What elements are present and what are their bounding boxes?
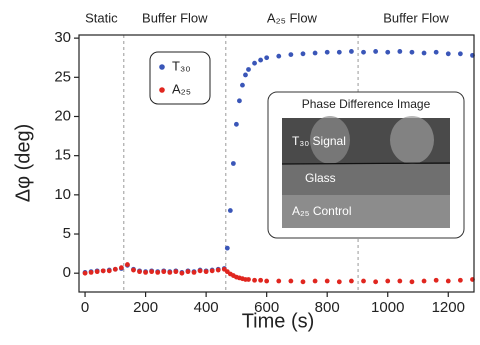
data-point [89,270,94,275]
data-point [149,269,154,274]
data-point [252,278,257,283]
legend-label: A₂₅ [172,81,191,96]
y-tick-label: 0 [63,264,71,281]
y-axis-label: Δφ (deg) [12,124,34,203]
data-point [264,55,269,60]
inset-image-spot [390,116,434,164]
data-point [373,279,378,284]
data-point [337,279,342,284]
data-point [313,51,318,56]
data-point [410,279,415,284]
data-point [446,279,451,284]
data-point [231,161,236,166]
data-point [385,279,390,284]
phase-label: Static [85,10,118,25]
data-point [228,208,233,213]
data-point [373,49,378,54]
y-tick-label: 30 [54,29,71,46]
data-point [264,279,269,284]
data-point [422,51,427,56]
y-tick-label: 15 [54,147,71,164]
phase-label: Buffer Flow [142,10,208,25]
data-point [313,279,318,284]
data-point [434,278,439,283]
data-point [204,269,209,274]
x-tick-label: 0 [81,299,89,316]
data-point [192,270,197,275]
data-point [458,278,463,283]
y-tick-label: 10 [54,186,71,203]
data-point [446,51,451,56]
data-point [361,279,366,284]
data-point [246,67,251,72]
data-point [125,262,130,267]
data-point [288,279,293,284]
data-point [258,58,263,63]
data-point [337,50,342,55]
data-point [276,279,281,284]
data-point [301,279,306,284]
data-point [101,268,106,273]
data-point [119,265,124,270]
data-point [246,277,251,282]
inset-label: A₂₅ Control [292,204,352,218]
y-tick-label: 20 [54,107,71,124]
x-tick-label: 1200 [432,299,465,316]
data-point [210,268,215,273]
x-tick-label: 200 [133,299,158,316]
x-tick-label: 600 [254,299,279,316]
x-tick-label: 1000 [371,299,404,316]
phase-label: A₂₅ Flow [267,10,318,25]
data-point [397,49,402,54]
data-point [325,50,330,55]
data-point [288,52,293,57]
data-point [167,270,172,275]
data-point [234,122,239,127]
data-point [301,51,306,56]
data-point [83,271,88,276]
inset-label: Glass [305,171,336,185]
data-point [107,268,112,273]
data-point [258,278,263,283]
data-point [237,98,242,103]
legend-marker [159,87,165,93]
inset-title: Phase Difference Image [302,97,431,111]
data-point [397,279,402,284]
data-point [361,50,366,55]
data-point [325,279,330,284]
data-point [385,50,390,55]
y-tick-label: 5 [63,225,71,242]
data-point [198,268,203,273]
data-point [458,51,463,56]
x-tick-label: 800 [315,299,340,316]
inset-label: T₃₀ Signal [292,134,346,148]
legend-label: T₃₀ [172,58,191,73]
data-point [225,246,230,251]
data-point [422,279,427,284]
data-point [173,269,178,274]
data-point [410,50,415,55]
x-tick-label: 400 [194,299,219,316]
y-tick-label: 25 [54,68,71,85]
legend-marker [159,64,165,70]
data-point [216,268,221,273]
data-point [186,269,191,274]
data-point [161,269,166,274]
data-point [434,50,439,55]
data-point [252,61,257,66]
data-point [349,279,354,284]
data-point [95,269,100,274]
data-point [240,83,245,88]
data-point [180,271,185,276]
data-point [243,73,248,78]
data-point [143,270,148,275]
data-point [349,49,354,54]
chart: Phase Difference Image T₃₀ Signal Glass … [0,0,480,345]
data-point [276,54,281,59]
phase-label: Buffer Flow [383,10,449,25]
data-point [155,270,160,275]
data-point [113,267,118,272]
data-point [137,269,142,274]
data-point [131,268,136,273]
